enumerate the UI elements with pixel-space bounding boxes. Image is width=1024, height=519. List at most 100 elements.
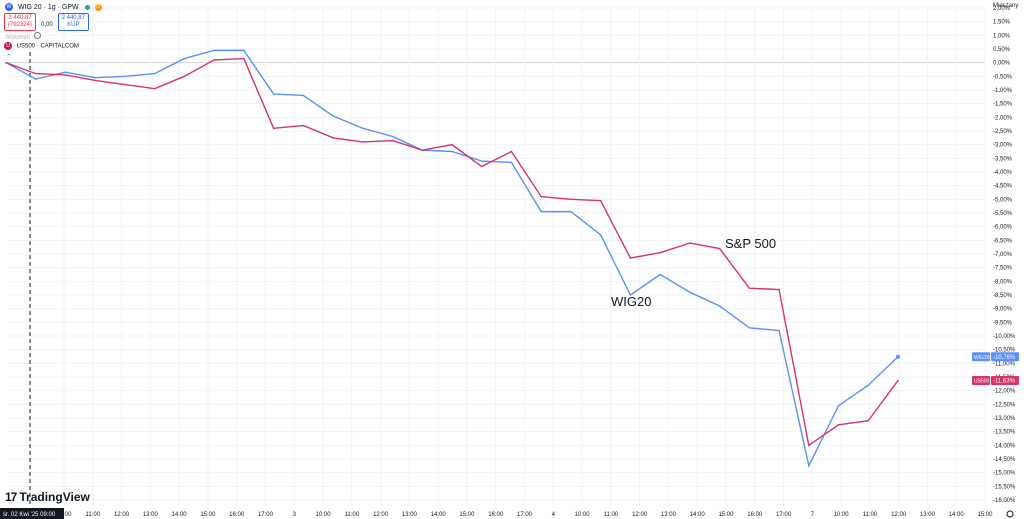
data-point <box>94 79 96 82</box>
y-tick-label: -7,00% <box>993 252 1013 258</box>
y-tick-label: 0,50% <box>993 47 1011 53</box>
x-tick-label: 17:00 <box>517 512 533 518</box>
data-point <box>689 242 691 244</box>
settings-icon[interactable] <box>33 32 41 39</box>
y-tick-label: -14,00% <box>993 443 1016 449</box>
y-tick-label: -10,00% <box>993 334 1016 340</box>
data-point <box>748 327 751 329</box>
y-tick-label: -2,50% <box>993 129 1013 135</box>
y-tick-label: -0,50% <box>993 74 1013 80</box>
data-point <box>243 49 245 52</box>
data-point <box>748 287 751 289</box>
axis-scale-mode[interactable]: Mieszany <box>993 3 1018 9</box>
grid-lines <box>6 7 986 506</box>
wig20-symbol-icon: W <box>5 3 13 11</box>
data-point <box>778 288 780 291</box>
data-point <box>153 72 156 75</box>
data-point <box>599 199 602 202</box>
y-tick-label: -13,00% <box>993 416 1016 422</box>
data-point <box>272 127 275 130</box>
y-tick-label: -10,50% <box>993 348 1016 354</box>
series-lines <box>5 49 900 468</box>
volume-label: Wolumen <box>5 35 31 41</box>
last-value-box <box>991 352 1019 362</box>
data-point <box>391 139 394 142</box>
x-tick-label: 14:00 <box>949 512 965 518</box>
buy-button[interactable]: 2 440,87 KUP <box>57 13 89 31</box>
series-line-1 <box>5 57 899 447</box>
data-point <box>570 210 572 213</box>
last-value-box <box>991 376 1019 386</box>
sell-button[interactable]: 2 440,87 (792324) <box>4 13 37 31</box>
y-tick-label: -12,50% <box>993 402 1016 408</box>
last-value-text: -11,63% <box>993 379 1016 385</box>
x-tick-label: 4 <box>552 512 556 518</box>
y-tick-label: -13,50% <box>993 430 1016 436</box>
y-tick-label: 0,00% <box>993 61 1011 67</box>
x-tick-label: 11:00 <box>863 512 878 518</box>
x-tick-label: 12:00 <box>373 512 389 518</box>
y-tick-label: -8,00% <box>993 279 1013 285</box>
y-tick-label: -5,50% <box>993 211 1013 217</box>
y-axis: 2,00% 1,50% 1,00% 0,50% 0,00% -0,50% -1,00% -1,… <box>993 6 1016 504</box>
data-point <box>302 94 305 97</box>
x-axis: 10:00 11:00 12:00 13:00 14:00 15:00 16:00 17:00… <box>56 512 993 518</box>
data-point <box>599 234 602 236</box>
data-point <box>451 143 453 146</box>
data-point <box>808 465 810 467</box>
y-tick-label: -1,50% <box>993 102 1013 108</box>
y-tick-label: -14,50% <box>993 457 1016 463</box>
data-point <box>94 76 96 79</box>
data-point <box>64 74 67 76</box>
volume-indicator[interactable]: Wolumen <box>5 32 41 41</box>
trade-buttons: 2 440,87 (792324) 0,00 2 440,87 KUP <box>4 13 89 31</box>
data-point <box>362 141 364 143</box>
data-point <box>629 257 632 259</box>
delayed-data-icon: D <box>94 3 102 11</box>
x-tick-label: 15:00 <box>718 512 734 518</box>
last-value-labels: WIG20 -10,76% US500 -11,63% <box>972 352 1019 386</box>
settings-gear-icon[interactable] <box>1006 510 1014 518</box>
x-tick-label: 13:00 <box>402 512 418 518</box>
annotation-wig20: WIG20 <box>611 294 651 309</box>
data-point <box>867 384 870 387</box>
svg-text:śr. 02 Kwi '25 09:00: śr. 02 Kwi '25 09:00 <box>3 512 56 518</box>
data-point <box>659 251 661 254</box>
last-symbol-text: WIG20 <box>974 355 990 361</box>
data-point <box>391 135 394 138</box>
y-tick-label: -6,50% <box>993 238 1013 244</box>
y-tick-label: -15,00% <box>993 471 1016 477</box>
data-point <box>570 198 572 201</box>
x-tick-label: 13:00 <box>920 512 936 518</box>
data-point <box>689 291 691 294</box>
symbol-header[interactable]: W WIG 20 · 1g · GPW D <box>5 3 105 11</box>
x-tick-label: 16:00 <box>488 512 504 518</box>
data-point <box>480 160 483 162</box>
data-point <box>718 305 721 307</box>
compare-symbol-row[interactable]: U US500 · CAPITALCOM <box>4 42 79 50</box>
data-point <box>837 424 840 426</box>
data-point <box>64 71 67 74</box>
compare-symbol-title: US500 · CAPITALCOM <box>16 43 79 50</box>
x-tick-label: 11:00 <box>85 512 100 518</box>
symbol-title: WIG 20 · 1g · GPW <box>17 3 79 11</box>
x-tick-label: 7 <box>811 512 815 518</box>
y-tick-label: 1,50% <box>993 20 1011 26</box>
x-tick-label: 12:00 <box>114 512 130 518</box>
data-point <box>837 404 840 407</box>
collapse-chevron-icon[interactable]: ⌃ <box>6 54 12 61</box>
y-tick-label: -9,00% <box>993 307 1013 313</box>
x-tick-label: 15:00 <box>977 512 993 518</box>
data-point <box>510 150 513 153</box>
last-point-marker <box>896 354 900 359</box>
data-point <box>183 57 186 60</box>
x-tick-label: 14:00 <box>690 512 706 518</box>
y-tick-label: 2,00% <box>993 6 1011 12</box>
x-tick-label: 14:00 <box>431 512 447 518</box>
data-point <box>213 59 215 61</box>
last-symbol-box <box>972 352 990 362</box>
y-tick-label: -12,00% <box>993 389 1016 395</box>
x-tick-label: 10:00 <box>56 512 72 518</box>
annotation-sp500: S&P 500 <box>725 236 776 251</box>
